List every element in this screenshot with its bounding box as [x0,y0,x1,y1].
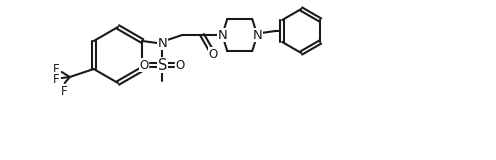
Text: N: N [157,36,167,49]
Text: N: N [252,28,262,41]
Text: N: N [217,28,227,41]
Text: O: O [176,59,185,72]
Text: S: S [158,57,167,72]
Text: O: O [209,48,218,60]
Text: F: F [61,84,67,97]
Text: F: F [53,72,59,85]
Text: F: F [53,63,59,76]
Text: O: O [139,59,149,72]
